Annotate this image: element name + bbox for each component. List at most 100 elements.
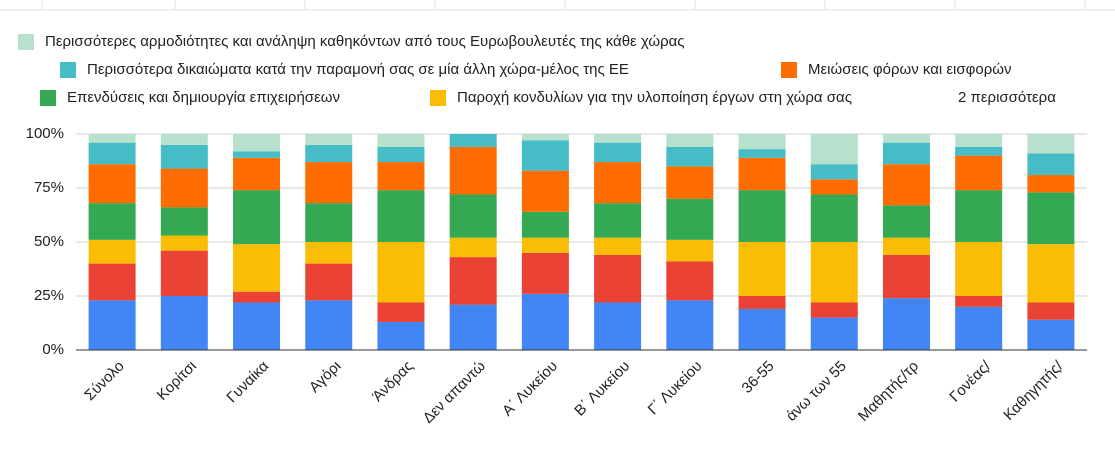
bar-segment xyxy=(233,157,281,191)
bar-segment xyxy=(449,146,497,195)
legend-swatch xyxy=(781,62,797,78)
y-tick-label: 100% xyxy=(26,125,64,142)
bar-segment xyxy=(666,261,714,301)
bar-segment xyxy=(88,134,136,143)
bar-segment xyxy=(738,190,786,242)
bar-segment xyxy=(305,242,353,264)
bar-segment xyxy=(594,142,642,163)
bar-segment xyxy=(377,302,425,322)
bar-segment xyxy=(1027,175,1075,193)
x-tick-label: Γονέας/ xyxy=(946,357,995,406)
bar-segment xyxy=(955,242,1003,296)
legend-swatch xyxy=(430,90,446,106)
y-tick-label: 75% xyxy=(34,179,64,196)
bar-segment xyxy=(377,146,425,163)
bar-segment xyxy=(738,296,786,309)
legend-more[interactable]: 2 περισσότερα xyxy=(958,89,1056,106)
bar-segment xyxy=(738,149,786,158)
x-tick-label: Σύνολο xyxy=(81,358,127,404)
bar-segment xyxy=(955,134,1003,147)
bar-segment xyxy=(377,134,425,147)
x-tick-label: Μαθητής/τρ xyxy=(855,358,922,425)
x-tick-label: Δεν απαντώ xyxy=(420,357,489,426)
bar-segment xyxy=(1027,153,1075,176)
bar-segment xyxy=(88,263,136,301)
bar-segment xyxy=(233,302,281,350)
bar-segment xyxy=(594,254,642,303)
bar-segment xyxy=(449,304,497,350)
x-tick-label: Αγόρι xyxy=(306,358,345,397)
bar-segment xyxy=(810,164,858,180)
bar-segment xyxy=(377,321,425,350)
legend-swatch xyxy=(60,62,76,78)
y-tick-label: 25% xyxy=(34,287,64,304)
bar-segment xyxy=(233,291,281,303)
bar-segment xyxy=(305,203,353,242)
bar-segment xyxy=(738,157,786,191)
bar-segment xyxy=(521,134,569,141)
bar-segment xyxy=(233,151,281,158)
bar-segment xyxy=(521,140,569,171)
bar-segment xyxy=(305,300,353,350)
y-tick-label: 0% xyxy=(42,341,64,358)
bar-segment xyxy=(160,134,208,145)
bar-segment xyxy=(160,250,208,296)
bar-segment xyxy=(1027,302,1075,320)
bar-segment xyxy=(305,134,353,145)
bar-segment xyxy=(521,170,569,212)
bar-segment xyxy=(955,306,1003,350)
bar-segment xyxy=(810,194,858,242)
bar-segment xyxy=(160,144,208,169)
bar-segment xyxy=(666,239,714,262)
bar-segment xyxy=(666,146,714,167)
bar-segment xyxy=(810,242,858,303)
bar-segment xyxy=(594,162,642,204)
legend-label: Επενδύσεις και δημιουργία επιχειρήσεων xyxy=(67,89,340,106)
bar-segment xyxy=(882,134,930,143)
bar-segment xyxy=(1027,192,1075,245)
bar-segment xyxy=(594,302,642,350)
bar-segment xyxy=(594,134,642,143)
bar-segment xyxy=(233,244,281,292)
legend-label: Παροχή κονδυλίων για την υλοποίηση έργων… xyxy=(457,89,852,106)
legend-label: Μειώσεις φόρων και εισφορών xyxy=(808,61,1011,78)
bar-segment xyxy=(305,144,353,163)
bar-segment xyxy=(233,190,281,245)
y-tick-label: 50% xyxy=(34,233,64,250)
bar-segment xyxy=(666,198,714,240)
bar-segment xyxy=(521,211,569,238)
bar-segment xyxy=(882,237,930,255)
bar-segment xyxy=(810,302,858,318)
sheet-strip xyxy=(0,0,1115,11)
x-tick-label: άνω των 55 xyxy=(783,358,850,425)
bar-segment xyxy=(377,190,425,242)
bar-segment xyxy=(160,207,208,236)
bar-segment xyxy=(810,317,858,350)
x-tick-label: Β΄ Λυκείου xyxy=(571,358,633,420)
bar-segment xyxy=(88,300,136,350)
bar-segment xyxy=(882,142,930,165)
x-tick-label: Γ΄ Λυκείου xyxy=(645,358,706,419)
bar-segment xyxy=(738,308,786,350)
bar-segment xyxy=(882,254,930,299)
x-tick-label: 36-55 xyxy=(739,358,778,397)
bar-segment xyxy=(1027,134,1075,154)
legend-label: Περισσότερα δικαιώματα κατά την παραμονή… xyxy=(87,61,629,78)
bar-segment xyxy=(521,252,569,294)
bar-segment xyxy=(160,168,208,208)
bar-segment xyxy=(955,146,1003,156)
bar-segment xyxy=(88,164,136,204)
x-tick-label: Γυναίκα xyxy=(223,357,272,406)
bar-segment xyxy=(738,134,786,150)
x-tick-label: Α΄ Λυκείου xyxy=(499,358,561,420)
x-tick-label: Άνδρας xyxy=(369,358,416,405)
bar-segment xyxy=(666,300,714,350)
bar-segment xyxy=(1027,244,1075,303)
legend-swatch xyxy=(40,90,56,106)
bar-segment xyxy=(1027,319,1075,350)
bar-segment xyxy=(810,179,858,195)
bar-segment xyxy=(955,296,1003,307)
bar-segment xyxy=(955,155,1003,191)
bar-segment xyxy=(160,296,208,350)
bar-segment xyxy=(305,263,353,301)
